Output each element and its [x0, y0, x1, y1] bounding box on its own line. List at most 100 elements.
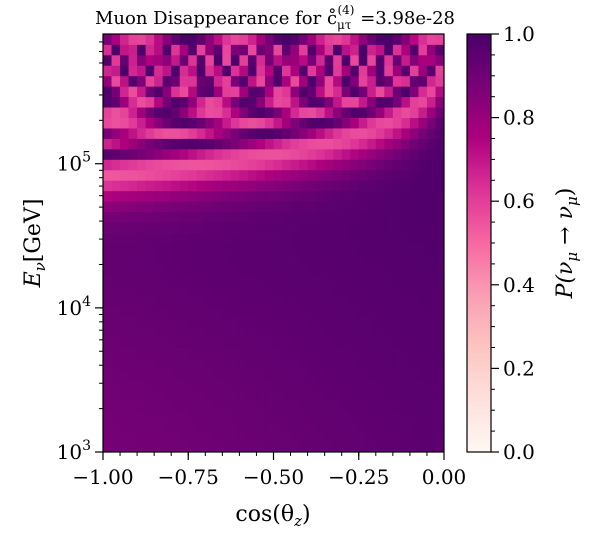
- heatmap-cell: [222, 326, 232, 338]
- heatmap-cell: [111, 253, 121, 265]
- heatmap-cell: [239, 128, 249, 139]
- heatmap-cell: [375, 368, 385, 380]
- heatmap-cell: [316, 441, 326, 453]
- heatmap-cell: [333, 34, 343, 45]
- heatmap-cell: [384, 128, 394, 139]
- heatmap-cell: [247, 420, 257, 432]
- heatmap-cell: [290, 337, 300, 348]
- heatmap-cell: [222, 305, 232, 317]
- heatmap-cell: [230, 295, 240, 307]
- heatmap-cell: [179, 263, 189, 275]
- heatmap-cell: [341, 368, 351, 380]
- heatmap-cell: [324, 180, 334, 192]
- heatmap-cell: [256, 96, 266, 108]
- heatmap-cell: [333, 190, 343, 202]
- heatmap-cell: [205, 222, 215, 233]
- heatmap-cell: [282, 44, 291, 56]
- heatmap-cell: [282, 305, 291, 317]
- heatmap-cell: [324, 316, 334, 327]
- heatmap-cell: [103, 274, 112, 286]
- heatmap-cell: [435, 34, 445, 45]
- heatmap-cell: [264, 399, 274, 411]
- heatmap-cell: [179, 148, 189, 160]
- heatmap-cell: [179, 368, 189, 380]
- colorbar-label-text: P(ν: [553, 262, 578, 300]
- heatmap-cell: [137, 431, 147, 442]
- heatmap-cell: [111, 169, 121, 181]
- heatmap-cell: [196, 86, 206, 98]
- heatmap-cell: [392, 399, 402, 411]
- heatmap-cell: [324, 128, 334, 139]
- heatmap-cell: [341, 357, 351, 369]
- heatmap-cell: [188, 378, 198, 390]
- heatmap-cell: [282, 357, 291, 369]
- heatmap-cell: [145, 337, 155, 348]
- heatmap-cell: [137, 86, 147, 98]
- heatmap-cell: [154, 357, 164, 369]
- heatmap-cell: [196, 54, 206, 66]
- heatmap-cell: [392, 190, 402, 202]
- heatmap-cell: [435, 222, 445, 233]
- heatmap-cell: [384, 337, 394, 348]
- heatmap-cell: [128, 263, 138, 275]
- heatmap-cell: [213, 347, 223, 359]
- heatmap-cell: [239, 159, 249, 171]
- heatmap-cell: [324, 65, 334, 77]
- heatmap-cell: [350, 253, 360, 265]
- heatmap-cell: [333, 201, 343, 213]
- heatmap-cell: [247, 34, 257, 45]
- heatmap-cell: [179, 96, 189, 108]
- heatmap-cell: [247, 410, 257, 422]
- heatmap-cell: [350, 44, 360, 56]
- heatmap-cell: [256, 378, 266, 390]
- heatmap-cell: [256, 326, 266, 338]
- heatmap-cell: [264, 65, 274, 77]
- heatmap-cell: [247, 96, 257, 108]
- heatmap-cell: [384, 389, 394, 401]
- heatmap-cell: [145, 410, 155, 422]
- heatmap-cell: [333, 431, 343, 442]
- heatmap-cell: [222, 159, 232, 171]
- heatmap-cell: [230, 368, 240, 380]
- heatmap-cell: [426, 295, 436, 307]
- heatmap-cell: [367, 117, 377, 129]
- heatmap-cell: [401, 389, 411, 401]
- heatmap-cell: [154, 128, 164, 139]
- heatmap-cell: [256, 138, 266, 150]
- heatmap-cell: [196, 357, 206, 369]
- heatmap-cell: [120, 54, 129, 66]
- heatmap-cell: [205, 75, 215, 87]
- heatmap-cell: [375, 211, 385, 223]
- heatmap-cell: [435, 54, 445, 66]
- heatmap-cell: [128, 357, 138, 369]
- heatmap-cell: [179, 253, 189, 265]
- heatmap-cell: [435, 410, 445, 422]
- heatmap-cell: [358, 201, 368, 213]
- heatmap-cell: [341, 54, 351, 66]
- heatmap-cell: [154, 389, 164, 401]
- heatmap-cell: [426, 253, 436, 265]
- heatmap-cell: [145, 128, 155, 139]
- heatmap-cell: [290, 420, 300, 432]
- x-tick-label: −1.00: [72, 465, 133, 489]
- heatmap-cell: [409, 75, 419, 87]
- heatmap-cell: [256, 232, 266, 244]
- heatmap-cell: [435, 148, 445, 160]
- heatmap-cell: [341, 201, 351, 213]
- heatmap-cell: [162, 316, 172, 327]
- heatmap-cell: [230, 211, 240, 223]
- heatmap-cell: [418, 295, 428, 307]
- heatmap-cell: [256, 368, 266, 380]
- heatmap-cell: [171, 284, 181, 296]
- heatmap-cell: [358, 263, 368, 275]
- heatmap-cell: [401, 284, 411, 296]
- heatmap-cell: [401, 44, 411, 56]
- heatmap-cell: [171, 107, 181, 118]
- heatmap-cell: [350, 295, 360, 307]
- heatmap-cell: [247, 201, 257, 213]
- heatmap-cell: [384, 169, 394, 181]
- heatmap-cell: [162, 86, 172, 98]
- heatmap-cell: [196, 96, 206, 108]
- x-axis-label: cos(θz): [235, 502, 310, 530]
- heatmap-cell: [247, 75, 257, 87]
